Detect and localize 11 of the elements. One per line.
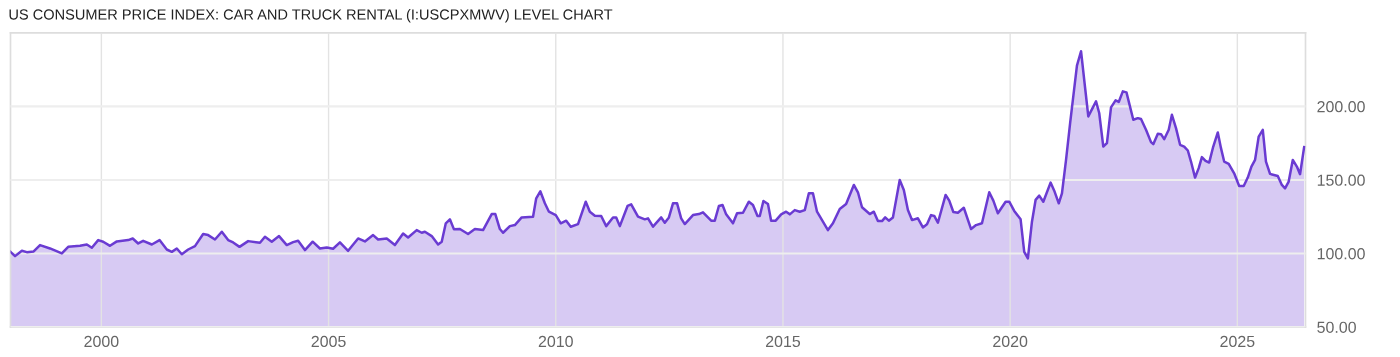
y-tick-label: 50.00 — [1317, 321, 1356, 333]
chart-title: US CONSUMER PRICE INDEX: CAR AND TRUCK RENTAL (I:USCPXMWV) LEVEL CHART — [9, 8, 613, 23]
x-tick-label: 2000 — [84, 335, 119, 348]
x-tick-label: 2015 — [766, 335, 801, 348]
y-tick-label: 200.00 — [1317, 101, 1365, 113]
x-tick-label: 2020 — [993, 335, 1028, 348]
x-tick-label: 2025 — [1220, 335, 1255, 348]
x-tick-label: 2005 — [311, 335, 346, 348]
y-tick-label: 100.00 — [1317, 248, 1365, 260]
y-tick-label: 150.00 — [1317, 174, 1365, 186]
x-tick-label: 2010 — [538, 335, 573, 348]
